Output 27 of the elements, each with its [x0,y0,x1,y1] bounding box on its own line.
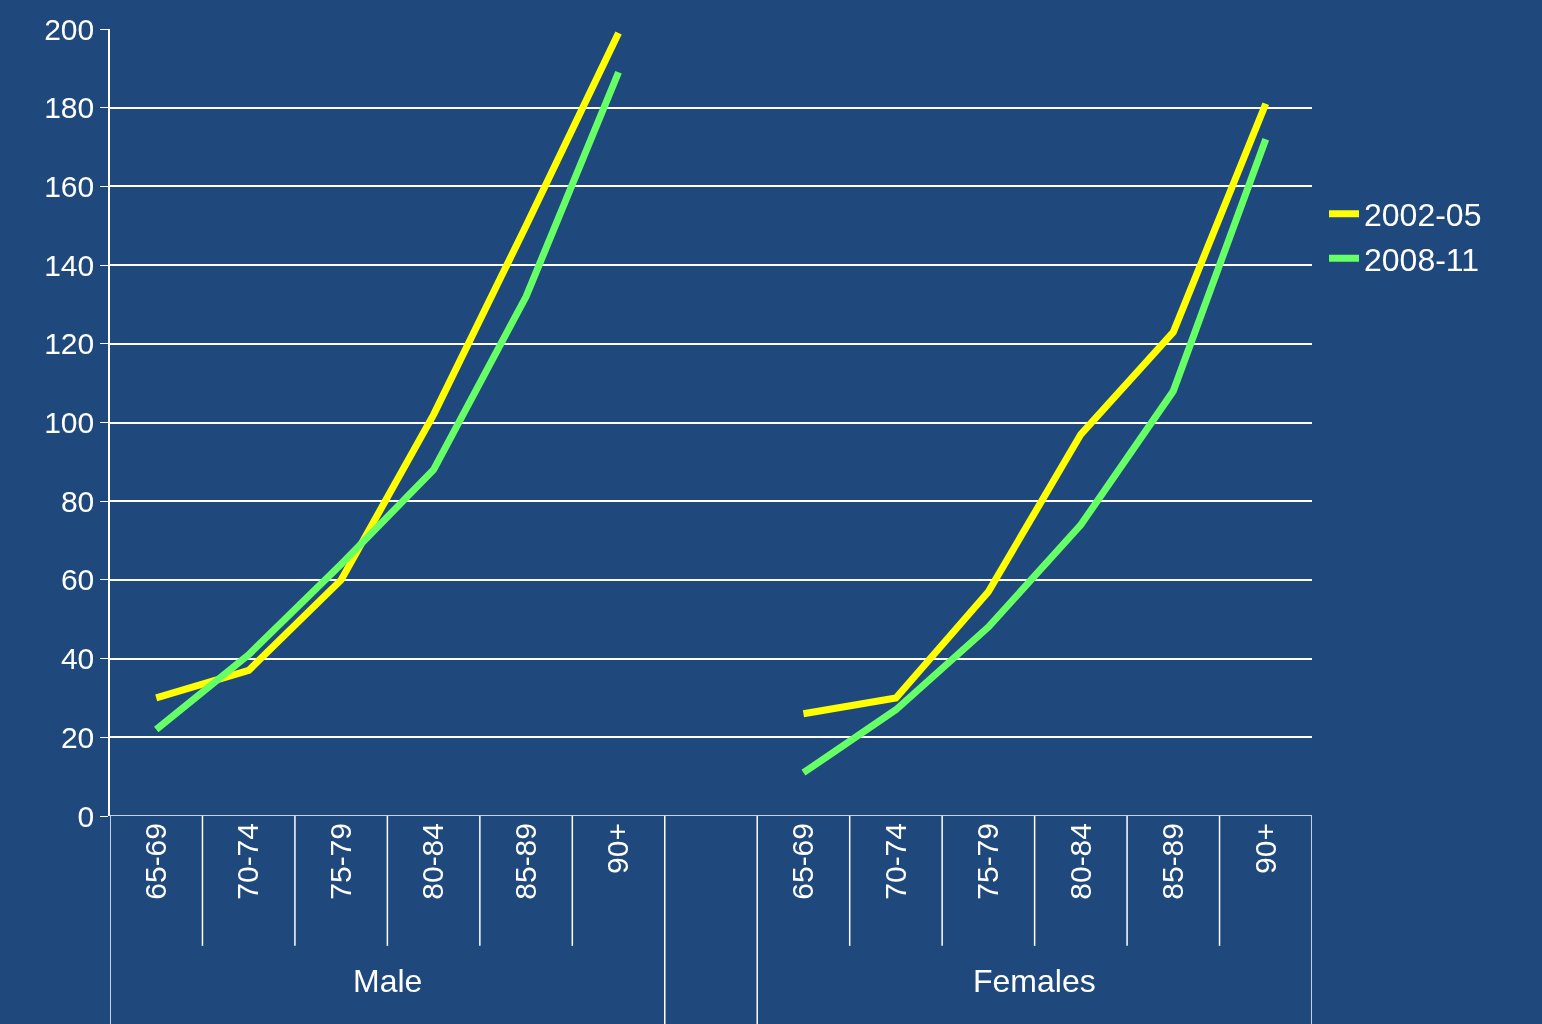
text: Male [353,963,423,999]
text: Females [973,963,1096,999]
y-tick-label: 200 [44,12,95,46]
x-tick-label: 80-84 [1063,823,1097,900]
x-tick-label: 65-69 [138,823,172,900]
x-tick-label: 75-79 [971,823,1005,900]
y-tick-label: 120 [44,327,95,361]
y-tick-label: 80 [60,484,95,518]
x-tick-label: 90+ [601,823,635,874]
x-tick-label: 70-74 [878,823,912,900]
legend-label: 2008-11 [1364,241,1480,278]
y-tick-label: 160 [44,169,95,203]
y-tick-label: 180 [44,91,95,125]
y-tick-label: 100 [44,406,95,439]
y-tick-label: 0 [77,799,95,833]
x-tick-label: 65-69 [786,823,820,900]
y-tick-label: 40 [60,642,95,676]
x-tick-label: 85-89 [508,823,542,900]
legend-label: 2002-05 [1364,197,1482,234]
x-tick-label: 70-74 [231,823,265,900]
y-tick-label: 60 [60,563,95,597]
x-tick-label: 90+ [1248,823,1282,874]
x-tick-label: 75-79 [323,823,357,900]
y-tick-label: 20 [60,720,95,754]
x-tick-label: 80-84 [416,823,450,900]
x-tick-label: 85-89 [1156,823,1190,900]
y-tick-label: 140 [44,248,95,282]
